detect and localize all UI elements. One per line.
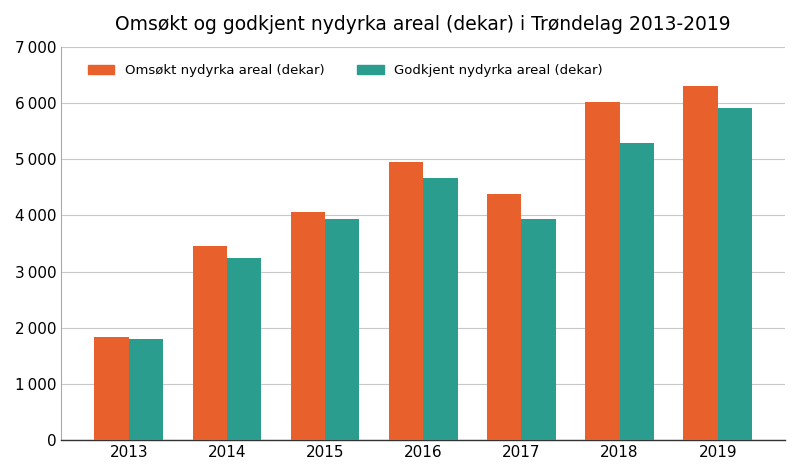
Bar — [94, 337, 129, 440]
Bar — [683, 86, 718, 440]
Bar — [193, 246, 227, 440]
Bar — [487, 194, 522, 440]
Bar — [423, 178, 458, 440]
Bar — [619, 143, 654, 440]
Bar — [522, 219, 556, 440]
Bar — [389, 162, 423, 440]
Title: Omsøkt og godkjent nydyrka areal (dekar) i Trøndelag 2013-2019: Omsøkt og godkjent nydyrka areal (dekar)… — [115, 15, 731, 34]
Bar — [129, 339, 163, 440]
Bar — [718, 108, 752, 440]
Bar — [586, 102, 619, 440]
Bar — [227, 258, 262, 440]
Bar — [325, 219, 359, 440]
Bar — [290, 212, 325, 440]
Legend: Omsøkt nydyrka areal (dekar), Godkjent nydyrka areal (dekar): Omsøkt nydyrka areal (dekar), Godkjent n… — [82, 59, 608, 83]
